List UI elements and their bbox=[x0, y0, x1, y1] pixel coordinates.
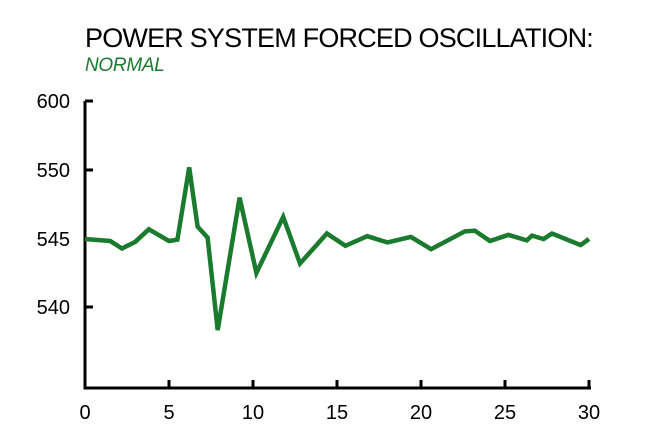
y-tick-label: 550 bbox=[37, 160, 70, 182]
chart-title: POWER SYSTEM FORCED OSCILLATION: bbox=[85, 23, 594, 53]
x-tick-label: 5 bbox=[163, 402, 174, 424]
y-tick-label: 540 bbox=[37, 297, 70, 319]
x-tick-label: 25 bbox=[494, 402, 516, 424]
x-tick-label: 0 bbox=[79, 402, 90, 424]
x-tick-label: 20 bbox=[410, 402, 432, 424]
y-tick-label: 545 bbox=[37, 229, 70, 251]
x-tick-label: 15 bbox=[326, 402, 348, 424]
x-tick-label: 10 bbox=[242, 402, 264, 424]
chart-subtitle: NORMAL bbox=[85, 55, 165, 76]
series-line bbox=[84, 167, 591, 331]
y-tick-label: 600 bbox=[37, 91, 70, 113]
x-tick-label: 30 bbox=[578, 402, 600, 424]
